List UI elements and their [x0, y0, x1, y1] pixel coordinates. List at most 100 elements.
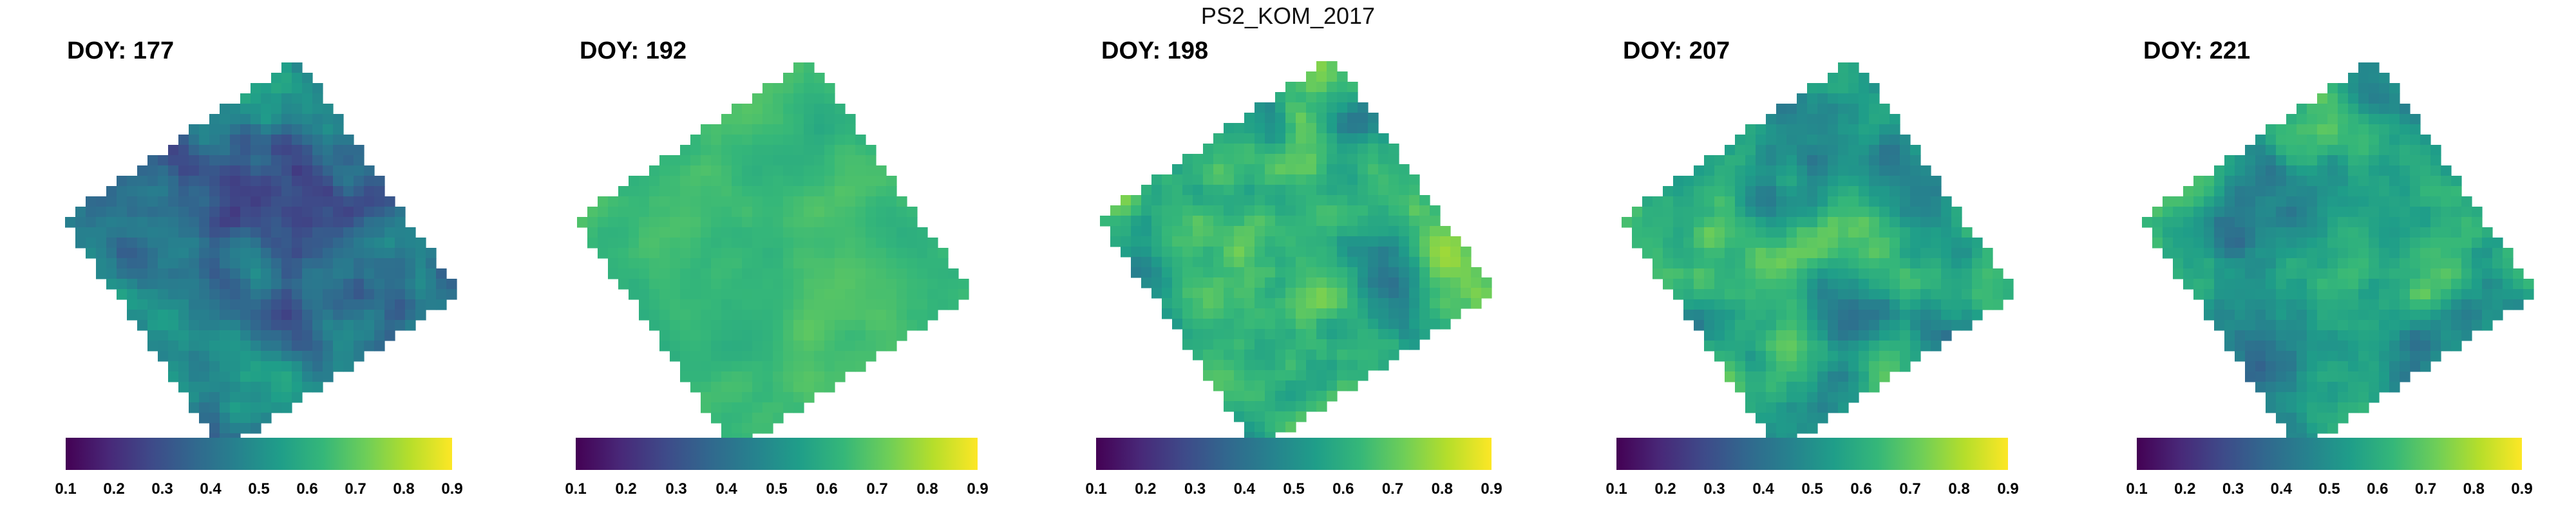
raster-cell: [2389, 155, 2400, 166]
raster-cell: [1941, 268, 1952, 279]
raster-cell: [1399, 236, 1410, 247]
raster-cell: [1368, 288, 1379, 299]
colorbar-tick-label: 0.2: [2174, 480, 2196, 498]
raster-cell: [364, 268, 375, 279]
raster-cell: [742, 289, 753, 300]
raster-cell: [2379, 93, 2390, 104]
raster-cell: [374, 330, 385, 341]
raster-cell: [1776, 207, 1787, 218]
raster-cell: [814, 371, 825, 382]
colorbar-tick-label: 0.6: [2367, 480, 2389, 498]
raster-cell: [711, 186, 722, 197]
raster-cell: [230, 299, 241, 310]
raster-cell: [711, 289, 722, 300]
raster-cell: [2307, 135, 2318, 145]
raster-cell: [1859, 361, 1870, 372]
raster-cell: [333, 351, 344, 362]
raster-cell: [2400, 279, 2410, 290]
raster-cell: [2317, 114, 2328, 125]
raster-cell: [804, 73, 815, 84]
raster-cell: [2420, 248, 2431, 259]
raster-cell: [2173, 196, 2184, 207]
raster-cell: [1419, 329, 1430, 340]
raster-cell: [1817, 155, 1828, 166]
raster-cell: [2410, 165, 2421, 176]
raster-cell: [1920, 341, 1931, 351]
raster-cell: [2266, 361, 2277, 372]
raster-cell: [1838, 217, 1849, 228]
raster-cell: [732, 258, 743, 269]
raster-cell: [1786, 124, 1797, 135]
raster-cell: [1419, 298, 1430, 309]
raster-cell: [1848, 135, 1859, 145]
raster-cell: [1151, 205, 1162, 216]
raster-cell: [2379, 104, 2390, 115]
raster-cell: [639, 207, 650, 218]
raster-cell: [2266, 289, 2277, 300]
raster-cell: [251, 361, 261, 372]
raster-cell: [2461, 196, 2472, 207]
raster-cell: [1673, 279, 1684, 290]
raster-cell: [1756, 310, 1766, 321]
raster-cell: [1255, 236, 1265, 247]
raster-cell: [1327, 277, 1338, 288]
raster-cell: [2235, 320, 2246, 331]
raster-cell: [2358, 299, 2369, 310]
raster-cell: [2400, 165, 2410, 176]
raster-cell: [2492, 248, 2503, 259]
raster-cell: [1203, 144, 1214, 154]
colorbar-tick-label: 0.2: [615, 480, 637, 498]
raster-cell: [1817, 289, 1828, 300]
raster-cell: [364, 330, 375, 341]
raster-cell: [1848, 392, 1859, 403]
raster-cell: [1327, 226, 1338, 237]
raster-cell: [1776, 217, 1787, 228]
raster-cell: [835, 371, 846, 382]
raster-cell: [209, 165, 220, 176]
raster-cell: [1285, 267, 1296, 278]
raster-cell: [866, 176, 876, 187]
raster-cell: [2369, 310, 2380, 321]
raster-cell: [1797, 268, 1808, 279]
raster-cell: [1285, 288, 1296, 299]
raster-cell: [1224, 195, 1235, 206]
raster-cell: [835, 217, 846, 228]
raster-cell: [189, 268, 200, 279]
raster-cell: [1807, 382, 1818, 393]
raster-cell: [824, 186, 835, 197]
raster-cell: [598, 196, 609, 207]
raster-cell: [680, 361, 691, 372]
raster-cell: [240, 124, 251, 135]
raster-cell: [629, 227, 639, 238]
raster-cell: [2235, 176, 2246, 187]
raster-cell: [2327, 423, 2338, 434]
raster-cell: [783, 310, 794, 321]
raster-cell: [240, 227, 251, 238]
raster-cell: [261, 351, 272, 362]
raster-cell: [302, 196, 313, 207]
raster-cell: [395, 217, 406, 228]
raster-cell: [1848, 351, 1859, 362]
raster-cell: [1244, 288, 1255, 299]
raster-cell: [261, 248, 272, 259]
raster-cell: [876, 289, 887, 300]
raster-cell: [1786, 104, 1797, 115]
raster-cell: [1388, 154, 1399, 165]
raster-cell: [271, 279, 282, 290]
raster-cell: [261, 124, 272, 135]
raster-cell: [158, 217, 169, 228]
raster-cell: [896, 248, 907, 259]
raster-cell: [845, 176, 856, 187]
raster-cell: [2451, 258, 2462, 269]
raster-cell: [732, 124, 743, 135]
raster-cell: [2461, 217, 2472, 228]
raster-cell: [1316, 360, 1327, 371]
raster-cell: [721, 268, 732, 279]
raster-cell: [292, 258, 303, 269]
raster-cell: [1838, 320, 1849, 331]
raster-cell: [1275, 350, 1286, 360]
raster-cell: [2307, 248, 2318, 259]
raster-cell: [2297, 104, 2307, 115]
colorbar-tick-mark: [1144, 470, 1146, 475]
raster-cell: [814, 320, 825, 331]
